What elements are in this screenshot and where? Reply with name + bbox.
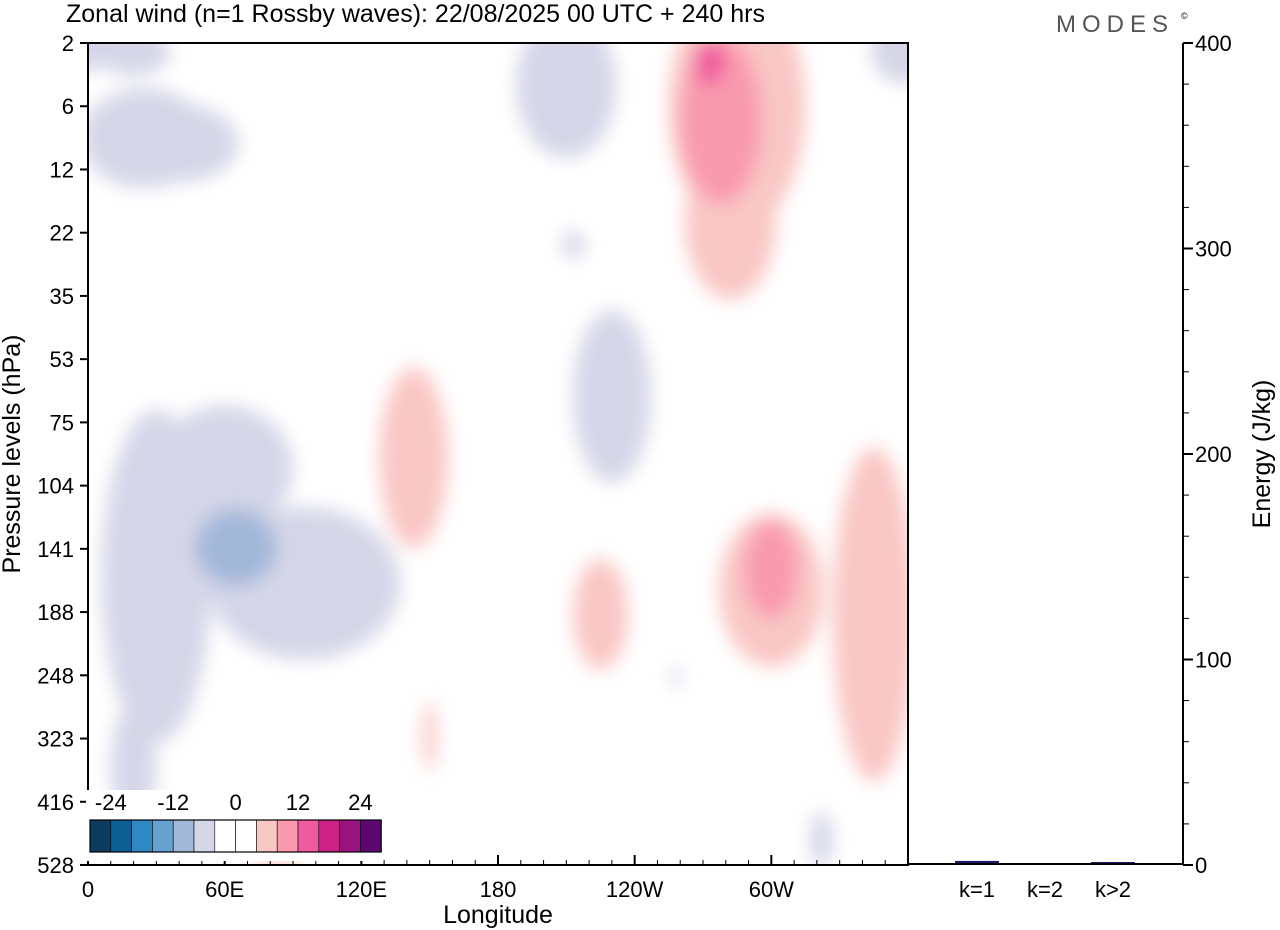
colorbar-box-13: [360, 819, 382, 853]
y-tick-label-141: 141: [37, 537, 74, 562]
y-tick-label-2: 2: [62, 31, 74, 56]
y-axis-label: Pressure levels (hPa): [0, 335, 26, 574]
y-tick-label-188: 188: [37, 600, 74, 625]
x-tick-label-60E: 60E: [205, 877, 244, 902]
heatmap-field: [88, 43, 908, 865]
y-tick-label-248: 248: [37, 663, 74, 688]
x-tick-label-180: 180: [480, 877, 517, 902]
contour-region-neg-6: [561, 230, 585, 259]
y-axis-energy: 0 100 200 300 400: [1183, 31, 1232, 878]
contour-region-pos-25: [693, 43, 726, 85]
heatmap-panel: 2 6 12 22 35 53 75 104 141 188 248 323 416 528 0 60E 12…: [0, 31, 909, 929]
energy-tick-label-300: 300: [1195, 237, 1232, 262]
contour-region-neg-7: [573, 310, 651, 483]
colorbar-box-10: [297, 819, 320, 853]
colorbar-box-8: [256, 819, 278, 853]
chart-title: Zonal wind (n=1 Rossby waves): 22/08/202…: [66, 0, 765, 28]
colorbar-box-6: [214, 819, 236, 853]
energy-bar-0: [955, 860, 999, 864]
colorbar-label-3: 12: [286, 790, 310, 815]
x-axis-wavenumber: k=1 k=2 k>2: [959, 877, 1131, 902]
contour-region-neg-4: [516, 43, 617, 158]
energy-category-label-2: k>2: [1095, 877, 1131, 902]
x-tick-label-120W: 120W: [606, 877, 664, 902]
contour-region-pos-16: [379, 367, 448, 548]
contour-region-pos-17: [573, 558, 628, 671]
colorbar-box-9: [276, 819, 299, 853]
y-tick-label-35: 35: [50, 284, 74, 309]
colorbar-box-12: [339, 819, 361, 853]
contour-region-neg-22: [195, 508, 278, 587]
y-tick-label-75: 75: [50, 410, 74, 435]
y-tick-label-323: 323: [37, 727, 74, 752]
y-tick-label-53: 53: [50, 347, 74, 372]
brand-text: MODES: [1056, 11, 1174, 38]
contour-region-neg-5: [871, 43, 908, 84]
energy-tick-label-200: 200: [1195, 442, 1232, 467]
colorbar-box-11: [318, 819, 340, 853]
contour-region-pos-20: [422, 701, 437, 772]
y-tick-label-6: 6: [62, 94, 74, 119]
colorbar-label-0: -24: [95, 790, 127, 815]
colorbar-box-5: [193, 819, 216, 853]
energy-axis-label: Energy (J/kg): [1248, 380, 1276, 529]
colorbar-frame: [89, 819, 382, 853]
y-tick-label-528: 528: [37, 853, 74, 878]
colorbar-legend: -24 -12 0 12 24: [86, 790, 382, 861]
colorbar-box-1: [110, 819, 132, 853]
y-tick-label-104: 104: [37, 474, 74, 499]
x-tick-label-60W: 60W: [749, 877, 794, 902]
brand-logo: MODES ©: [1056, 11, 1188, 38]
colorbar-box-2: [131, 819, 153, 853]
y-tick-label-416: 416: [37, 790, 74, 815]
energy-tick-label-400: 400: [1195, 31, 1232, 56]
energy-bar-panel: 0 100 200 300 400 k=1 k=2 k>2 Energy (J/kg): [907, 31, 1276, 902]
contour-region-neg-12: [810, 811, 833, 865]
colorbar-box-0: [89, 819, 112, 853]
x-axis-longitude: 0 60E 120E 180 120W 60W: [82, 855, 909, 902]
colorbar-label-2: 0: [229, 790, 241, 815]
energy-category-label-1: k=2: [1027, 877, 1063, 902]
colorbar-label-1: -12: [157, 790, 189, 815]
energy-category-label-0: k=1: [959, 877, 995, 902]
contour-region-neg-3: [119, 104, 239, 183]
contour-region-neg-1: [97, 43, 170, 76]
y-tick-label-12: 12: [50, 157, 74, 182]
x-axis-label: Longitude: [443, 901, 553, 929]
colorbar-box-7: [235, 819, 257, 853]
contour-region-pos-24: [744, 521, 799, 619]
energy-tick-label-100: 100: [1195, 648, 1232, 673]
x-tick-label-0: 0: [82, 877, 94, 902]
contour-region-pos-19: [832, 447, 908, 782]
colorbar-label-4: 24: [348, 790, 372, 815]
x-tick-label-120E: 120E: [336, 877, 387, 902]
contour-region-pos-23: [680, 43, 763, 204]
energy-tick-label-0: 0: [1195, 853, 1207, 878]
y-axis-pressure: 2 6 12 22 35 53 75 104 141 188 248 323 416 528: [37, 31, 88, 878]
colorbar-box-4: [172, 819, 195, 853]
colorbar-box-3: [152, 819, 174, 853]
brand-mark: ©: [1181, 11, 1188, 21]
contour-region-neg-10: [156, 405, 293, 531]
contour-region-neg-13: [671, 666, 681, 689]
y-tick-label-22: 22: [50, 221, 74, 246]
